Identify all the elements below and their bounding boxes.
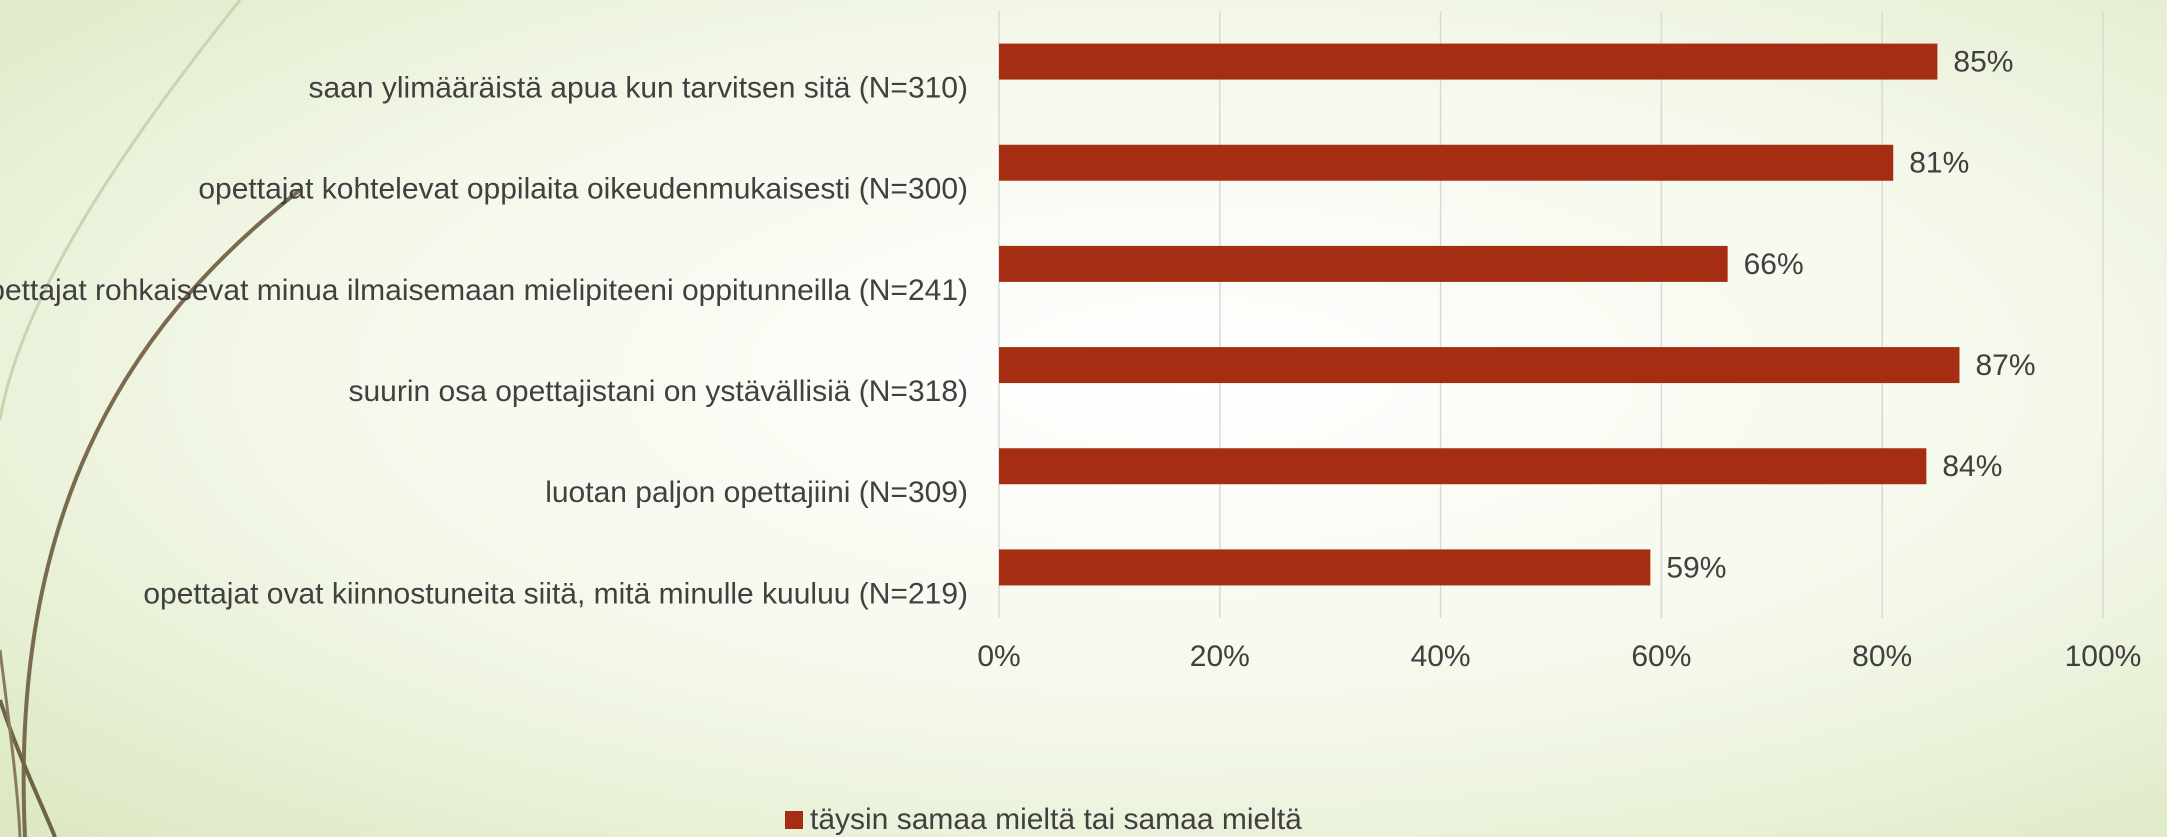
x-tick-label: 40% bbox=[1411, 640, 1471, 673]
legend-label: täysin samaa mieltä tai samaa mieltä bbox=[810, 803, 1302, 836]
x-tick-label: 60% bbox=[1631, 640, 1691, 673]
x-tick-label: 0% bbox=[977, 640, 1020, 673]
bar bbox=[999, 144, 1894, 181]
data-label: 87% bbox=[1975, 349, 2035, 382]
legend-swatch bbox=[785, 811, 803, 829]
bar bbox=[999, 448, 1927, 485]
y-tick-label: opettajat rohkaisevat minua ilmaisemaan … bbox=[0, 274, 968, 307]
bar bbox=[999, 245, 1728, 282]
data-label: 59% bbox=[1666, 551, 1726, 584]
data-label: 85% bbox=[1953, 46, 2013, 79]
chart: 0% 20% 40% 60% 80% 100% saan ylimääräistä apua… bbox=[0, 11, 2141, 836]
data-label: 84% bbox=[1942, 450, 2002, 483]
y-tick-label: suurin osa opettajistani on ystävällisiä… bbox=[349, 375, 969, 408]
x-tick-label: 100% bbox=[2065, 640, 2142, 673]
decor-curve bbox=[0, 649, 22, 837]
x-tick-label: 80% bbox=[1852, 640, 1912, 673]
y-tick-label: luotan paljon opettajiini (N=309) bbox=[545, 476, 968, 509]
y-tick-label: opettajat ovat kiinnostuneita siitä, mit… bbox=[143, 577, 968, 610]
y-tick-label: saan ylimääräistä apua kun tarvitsen sit… bbox=[308, 72, 968, 105]
bar bbox=[999, 347, 1960, 384]
decor-curve bbox=[0, 699, 57, 837]
decor-curve bbox=[21, 188, 302, 837]
data-label: 66% bbox=[1744, 248, 1804, 281]
bar bbox=[999, 43, 1938, 80]
bar bbox=[999, 549, 1651, 586]
decor-curve bbox=[0, 0, 242, 421]
x-tick-label: 20% bbox=[1190, 640, 1250, 673]
y-tick-label: opettajat kohtelevat oppilaita oikeudenm… bbox=[198, 173, 968, 206]
data-label: 81% bbox=[1909, 147, 1969, 180]
